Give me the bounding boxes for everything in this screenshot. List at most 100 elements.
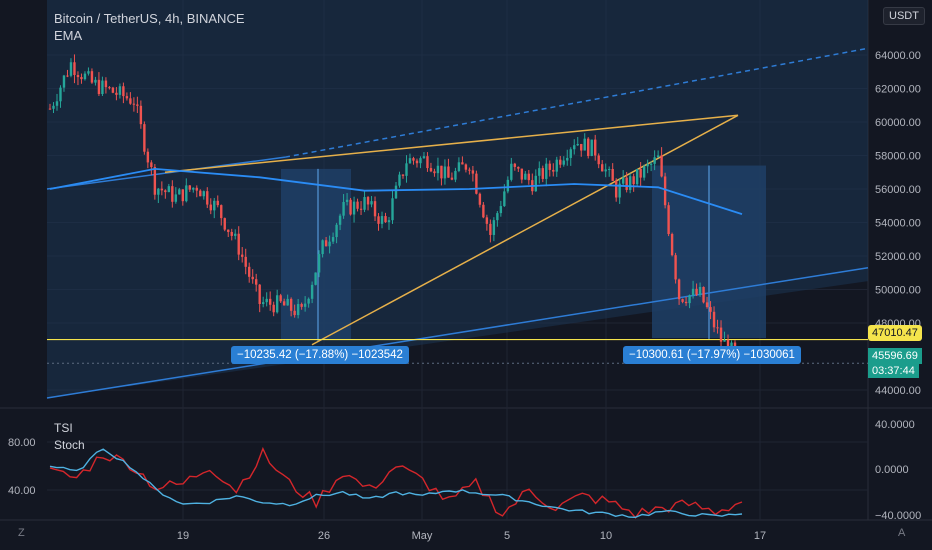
candle-body — [328, 241, 331, 247]
candle-body — [241, 254, 244, 257]
candlestick-series — [48, 54, 744, 364]
last-price-label: 45596.69 — [868, 348, 922, 364]
price-tick-label: 60000.00 — [875, 117, 921, 129]
candle-body — [566, 157, 569, 161]
candle-body — [83, 73, 87, 80]
candle-body — [482, 204, 485, 218]
candle-body — [384, 216, 387, 223]
candle-body — [478, 193, 482, 205]
candle-body — [90, 71, 94, 83]
candle-body — [317, 254, 321, 273]
candle-body — [601, 164, 604, 172]
candle-body — [422, 156, 426, 159]
candle-body — [59, 87, 62, 102]
time-tick-label: 19 — [177, 530, 189, 542]
candle-body — [237, 233, 240, 255]
candle-body — [625, 177, 628, 190]
candle-body — [146, 151, 150, 163]
candle-body — [510, 163, 513, 180]
candle-body — [373, 201, 377, 217]
candle-body — [555, 159, 558, 172]
level-price-label: 47010.47 — [868, 325, 922, 341]
candle-body — [587, 138, 590, 157]
candle-body — [345, 199, 349, 202]
price-tick-label: 54000.00 — [875, 218, 921, 230]
candle-body — [594, 139, 597, 156]
candle-body — [517, 166, 520, 169]
candle-body — [492, 220, 496, 235]
candle-body — [415, 160, 419, 164]
candle-body — [289, 298, 293, 311]
candle-body — [153, 167, 157, 195]
candle-body — [216, 200, 219, 206]
candle-body — [712, 311, 716, 328]
candle-body — [419, 158, 422, 164]
candle-body — [614, 180, 618, 198]
price-tick-label: 64000.00 — [875, 50, 921, 62]
candle-body — [275, 295, 279, 313]
candle-body — [261, 302, 265, 305]
candle-body — [164, 190, 167, 193]
auto-scale-button[interactable]: A — [898, 527, 906, 539]
candle-body — [464, 164, 468, 170]
ema-legend[interactable]: EMA — [54, 28, 83, 43]
candle-body — [499, 206, 503, 214]
candle-body — [300, 304, 303, 307]
candle-body — [227, 229, 230, 232]
candle-body — [611, 168, 614, 181]
candle-body — [380, 216, 384, 224]
candle-body — [248, 266, 251, 277]
candle-body — [331, 237, 335, 242]
wedge-lower-line — [311, 114, 739, 346]
candle-body — [580, 144, 583, 151]
candle-body — [167, 186, 171, 193]
measurement-label-1: −10235.42 (−17.88%) −1023542 — [231, 346, 409, 364]
candle-body — [534, 175, 537, 192]
currency-badge[interactable]: USDT — [883, 7, 925, 25]
candle-body — [590, 139, 593, 157]
candle-body — [513, 163, 517, 167]
candle-body — [454, 170, 457, 180]
candle-body — [122, 86, 125, 97]
z-button[interactable]: Z — [18, 527, 25, 539]
candle-body — [426, 156, 429, 169]
candle-body — [272, 304, 275, 313]
candle-body — [97, 79, 101, 95]
tsi-legend[interactable]: TSI — [54, 421, 73, 435]
candle-body — [359, 208, 363, 210]
candle-body — [691, 288, 695, 296]
candle-body — [569, 149, 572, 158]
candle-body — [440, 165, 443, 179]
measurement-zone-1 — [281, 168, 351, 340]
candle-body — [206, 191, 209, 205]
candle-body — [541, 168, 544, 179]
candle-body — [604, 169, 607, 172]
candle-body — [268, 298, 272, 305]
candle-body — [143, 124, 146, 152]
candle-body — [48, 108, 52, 110]
candle-body — [213, 200, 216, 211]
candle-body — [174, 194, 178, 202]
stoch-legend[interactable]: Stoch — [54, 438, 85, 452]
candle-body — [642, 166, 646, 178]
candle-body — [118, 86, 122, 95]
candle-body — [94, 79, 97, 83]
candle-body — [338, 215, 342, 225]
candle-body — [349, 199, 352, 215]
candle-body — [293, 310, 296, 316]
candle-body — [356, 201, 359, 209]
candle-body — [618, 183, 621, 198]
osc-left-tick-label: 80.00 — [8, 437, 36, 449]
tsi-series-line — [49, 446, 743, 519]
countdown-label: 03:37:44 — [868, 364, 919, 378]
candle-body — [429, 168, 433, 172]
time-tick-label: 10 — [600, 530, 612, 542]
candle-body — [457, 162, 461, 171]
candle-body — [321, 240, 324, 255]
candle-body — [695, 288, 698, 295]
candle-body — [719, 327, 723, 342]
candle-body — [646, 164, 649, 167]
candle-body — [223, 218, 226, 230]
osc-right-tick-label: 0.0000 — [875, 464, 909, 476]
